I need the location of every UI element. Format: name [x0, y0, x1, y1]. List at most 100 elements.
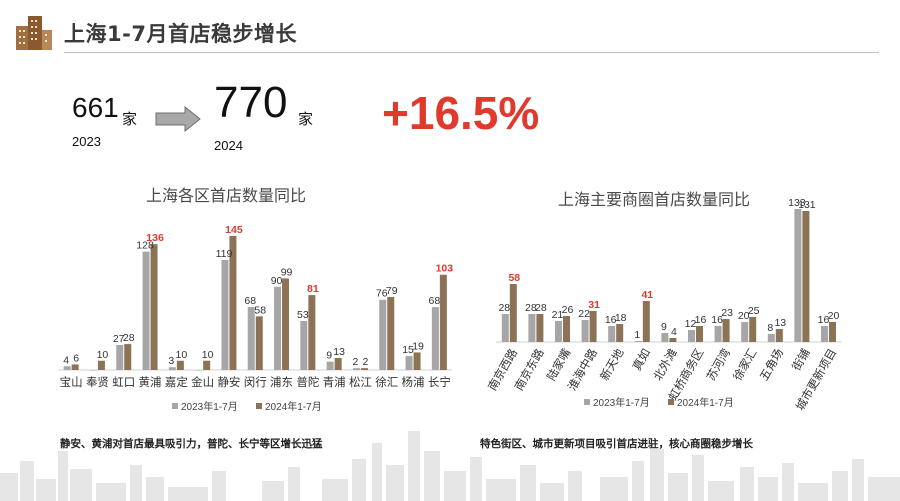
category-label: 金山	[191, 375, 214, 389]
data-label-2024: 28	[123, 332, 135, 344]
bar-2023	[714, 326, 722, 342]
year-2023: 2023	[72, 134, 101, 149]
bar-2023	[555, 321, 562, 342]
legend-label-2023: 2023年1-7月	[593, 396, 650, 409]
data-label-2023: 53	[297, 309, 309, 321]
year-2024: 2024	[214, 138, 243, 153]
bar-2024	[334, 357, 342, 370]
category-label: 陆家嘴	[544, 346, 574, 383]
category-label: 五角场	[757, 346, 786, 383]
bar-2024	[282, 278, 290, 370]
data-label-2024: 103	[436, 263, 454, 275]
data-label-2024: 13	[774, 317, 786, 329]
category-label: 黄浦	[139, 375, 162, 389]
data-label-2024: 10	[202, 349, 214, 361]
data-label-2023: 68	[429, 295, 441, 307]
category-label: 新天地	[597, 346, 627, 383]
bar-2024	[802, 211, 810, 342]
bar-2023	[116, 345, 124, 370]
legend-label-2024: 2024年1-7月	[677, 396, 734, 409]
legend-swatch-2023	[584, 399, 590, 405]
category-label: 街铺	[789, 346, 813, 373]
bar-2024	[775, 329, 783, 342]
data-label-2023: 90	[271, 275, 283, 287]
bar-2024	[696, 326, 703, 342]
bar-2023	[528, 314, 536, 342]
count-2024: 770	[214, 78, 288, 127]
bar-2023	[767, 334, 775, 342]
bar-2024	[722, 319, 730, 342]
data-label-2023: 28	[498, 302, 510, 314]
data-label-2023: 76	[376, 288, 388, 300]
bar-2023	[168, 367, 176, 370]
count-2024-unit: 家	[298, 110, 314, 128]
data-label-2023: 133	[788, 197, 806, 209]
bar-2023	[501, 314, 509, 342]
data-label-2023: 20	[738, 310, 750, 322]
data-label-2024: 18	[615, 312, 627, 324]
data-label-2024: 136	[146, 232, 164, 244]
category-label: 杨浦	[402, 375, 425, 389]
category-label: 徐汇	[375, 375, 398, 389]
category-label: 长宁	[428, 375, 451, 389]
bar-2024	[669, 338, 677, 342]
data-label-2024: 25	[748, 305, 760, 317]
bar-2023	[741, 322, 749, 342]
header-divider	[64, 52, 879, 53]
category-label: 奉贤	[86, 375, 109, 389]
data-label-2024: 2	[363, 356, 369, 368]
left-chart-note: 静安、黄浦对首店最具吸引力，普陀、长宁等区增长迅猛	[60, 438, 323, 450]
data-label-2023: 2	[353, 356, 359, 368]
data-label-2024: 6	[73, 352, 79, 364]
data-label-2023: 8	[767, 322, 773, 334]
bar-2023	[89, 370, 97, 371]
data-label-2024: 20	[828, 310, 840, 322]
bar-2024	[589, 311, 597, 342]
category-label: 嘉定	[165, 375, 188, 389]
category-label: 静安	[217, 375, 240, 389]
category-label: 北外滩	[650, 346, 679, 383]
data-label-2024: 26	[562, 304, 574, 316]
legend-label-2023: 2023年1-7月	[181, 400, 238, 413]
bar-2024	[616, 324, 624, 342]
data-label-2024: 23	[721, 307, 733, 319]
data-label-2023: 16	[605, 314, 617, 326]
building-icon	[16, 16, 52, 50]
right-chart-note: 特色街区、城市更新项目吸引首店进驻，核心商圈稳步增长	[480, 438, 753, 450]
data-label-2023: 16	[711, 314, 723, 326]
category-label: 松江	[349, 375, 372, 389]
data-label-2024: 19	[412, 340, 424, 352]
data-label-2024: 13	[333, 346, 345, 358]
bar-2024	[229, 235, 237, 370]
data-label-2023: 119	[216, 248, 233, 260]
data-label-2024: 16	[695, 314, 707, 326]
bar-2023	[326, 361, 334, 370]
bar-2023	[688, 330, 695, 342]
bar-2023	[821, 326, 828, 342]
data-label-2023: 9	[326, 350, 332, 362]
data-label-2024: 28	[535, 302, 547, 314]
count-2023: 661	[72, 92, 119, 123]
bar-2023	[142, 251, 150, 370]
data-label-2023: 27	[113, 333, 125, 345]
data-label-2023: 4	[63, 354, 69, 366]
bar-2024	[387, 296, 395, 370]
bar-2023	[661, 333, 669, 342]
legend-label-2024: 2024年1-7月	[265, 400, 322, 413]
bar-2023	[379, 299, 387, 370]
page-title: 上海1-7月首店稳步增长	[64, 22, 297, 46]
category-label: 徐家汇	[730, 346, 759, 383]
bar-2024	[749, 317, 757, 342]
bar-2024	[439, 274, 447, 370]
data-label-2024: 58	[254, 304, 266, 316]
data-label-2023: 3	[168, 355, 174, 367]
bar-2024	[124, 344, 132, 370]
data-label-2024: 41	[641, 289, 653, 301]
data-label-2023: 22	[578, 308, 590, 320]
bar-2024	[150, 244, 158, 370]
bar-2024	[642, 301, 650, 342]
data-label-2024: 131	[798, 199, 816, 211]
bar-2024	[203, 360, 211, 370]
city-skyline-background	[0, 431, 900, 501]
data-label-2023: 16	[818, 314, 830, 326]
